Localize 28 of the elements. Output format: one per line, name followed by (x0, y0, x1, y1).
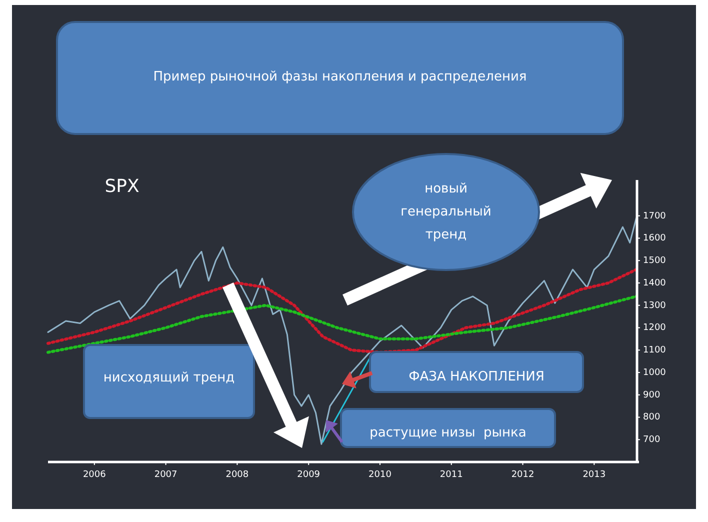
annotation: нисходящий тренд (103, 370, 235, 386)
y-tick-label: 1300 (643, 300, 666, 311)
x-tick-label: 2009 (297, 470, 320, 480)
line-series (46, 294, 638, 354)
line-series (47, 217, 638, 445)
annotation: новый генеральный тренд (400, 182, 492, 243)
y-tick-label: 1000 (643, 368, 666, 378)
y-tick-label: 700 (643, 435, 660, 446)
y-tick-label: 1600 (643, 234, 666, 244)
y-tick-label: 1400 (643, 278, 666, 288)
y-tick-label: 1100 (643, 346, 666, 356)
x-tick-label: 2008 (226, 470, 249, 480)
x-tick-label: 2012 (511, 470, 534, 480)
x-tick-label: 2006 (82, 470, 106, 480)
y-tick-label: 1200 (643, 323, 666, 334)
chart-title: Пример рыночной фазы накопления и распределения (153, 70, 527, 85)
x-tick-label: 2007 (154, 470, 178, 480)
x-tick-label: 2011 (440, 470, 463, 480)
y-tick-label: 900 (643, 390, 660, 400)
x-tick-label: 2013 (582, 470, 606, 480)
annotation: ФАЗА НАКОПЛЕНИЯ (408, 370, 544, 385)
annotation: растущие низы рынка (370, 426, 526, 441)
chart-subtitle: SPX (104, 176, 140, 197)
x-tick-label: 2010 (368, 470, 392, 480)
y-tick-label: 800 (643, 412, 660, 423)
y-tick-label: 1500 (643, 256, 666, 266)
line-series (46, 268, 638, 354)
y-tick-label: 1700 (643, 211, 666, 222)
